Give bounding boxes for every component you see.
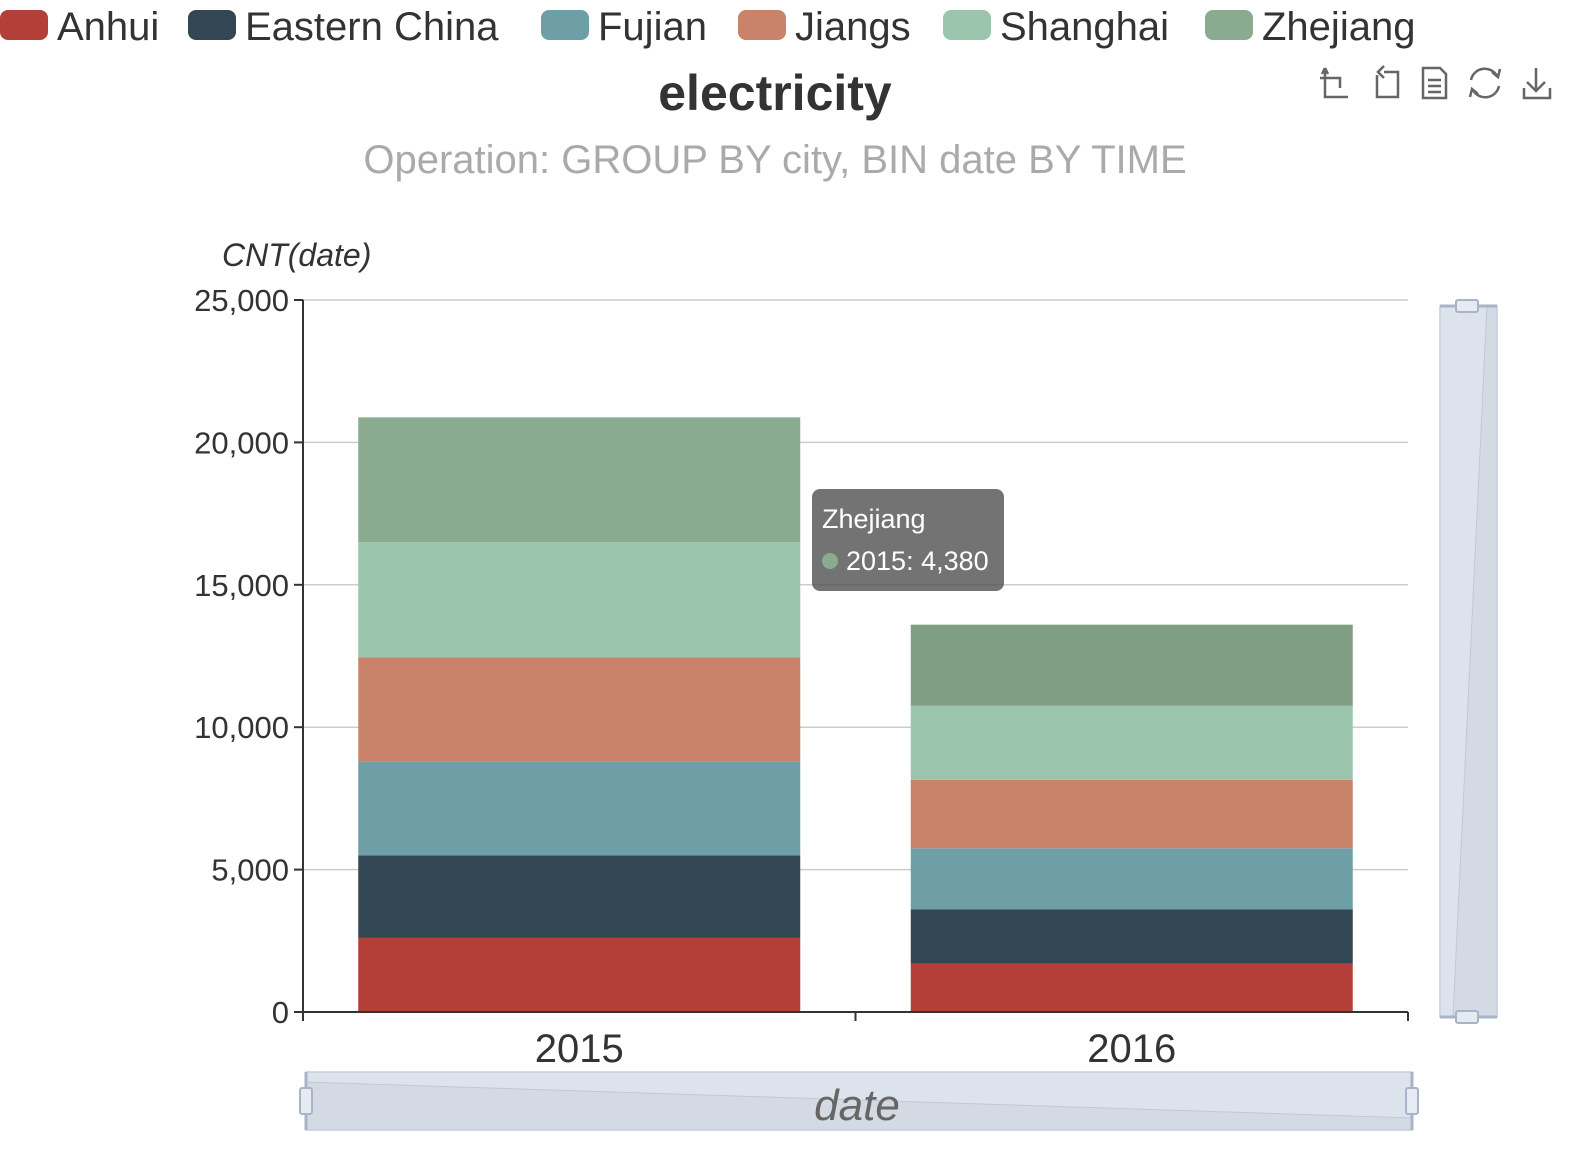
zoom-icon[interactable]: [1320, 67, 1348, 99]
bar-shanghai-2015[interactable]: [358, 542, 801, 658]
legend-label: Fujian: [598, 5, 707, 49]
horizontal-zoom-right-handle[interactable]: [1405, 1087, 1419, 1115]
data-view-icon[interactable]: [1421, 66, 1448, 100]
y-tick-label: 0: [272, 995, 289, 1030]
legend-swatch: [738, 10, 786, 40]
y-axis-label: CNT(date): [222, 237, 371, 273]
legend-swatch: [0, 10, 48, 40]
legend-item-eastern-china[interactable]: Eastern China: [188, 5, 499, 49]
legend-label: Eastern China: [245, 5, 499, 49]
legend-item-shanghai[interactable]: Shanghai: [943, 5, 1169, 49]
legend-swatch: [1205, 10, 1253, 40]
restore-icon[interactable]: [1468, 67, 1502, 99]
y-axis-ticks: 0 5,000 10,000 15,000 20,000 25,000: [194, 283, 303, 1030]
tooltip: Zhejiang 2015: 4,380: [812, 489, 1004, 591]
x-axis-ticks: 2015 2016: [302, 1012, 1409, 1071]
y-tick-label: 20,000: [194, 425, 289, 460]
vertical-zoom-bottom-handle[interactable]: [1455, 1010, 1479, 1024]
vertical-zoom-slider[interactable]: [1439, 299, 1498, 1024]
bar-shanghai-2016[interactable]: [910, 705, 1353, 780]
legend-swatch: [541, 10, 589, 40]
chart-title: electricity: [658, 65, 892, 121]
x-axis-label: date: [814, 1081, 900, 1130]
tooltip-series-dot: [822, 552, 838, 569]
legend: Anhui Eastern China Fujian Jiangs Shanghai Zh…: [0, 5, 1415, 49]
y-tick-label: 5,000: [211, 853, 289, 888]
bar-eastern-china-2015[interactable]: [358, 855, 801, 938]
zoom-reset-icon[interactable]: [1375, 65, 1400, 99]
bar-fujian-2016[interactable]: [910, 848, 1353, 910]
chart-subtitle: Operation: GROUP BY city, BIN date BY TI…: [363, 138, 1186, 182]
bar-anhui-2015[interactable]: [358, 937, 801, 1012]
legend-item-fujian[interactable]: Fujian: [541, 5, 707, 49]
horizontal-zoom-slider[interactable]: [299, 1071, 1419, 1131]
y-tick-label: 10,000: [194, 710, 289, 745]
tooltip-title: Zhejiang: [822, 504, 926, 534]
bar-zhejiang-2016[interactable]: [910, 624, 1353, 706]
legend-swatch: [188, 10, 236, 40]
legend-item-jiangs[interactable]: Jiangs: [738, 5, 911, 49]
y-tick-label: 25,000: [194, 283, 289, 318]
y-tick-label: 15,000: [194, 568, 289, 603]
bar-anhui-2016[interactable]: [910, 963, 1353, 1012]
legend-label: Jiangs: [795, 5, 911, 49]
legend-item-zhejiang[interactable]: Zhejiang: [1205, 5, 1415, 49]
bar-zhejiang-2015[interactable]: [358, 417, 801, 543]
legend-label: Zhejiang: [1262, 5, 1415, 49]
bar-eastern-china-2016[interactable]: [910, 909, 1353, 964]
legend-swatch: [943, 10, 991, 40]
save-image-icon[interactable]: [1522, 68, 1552, 100]
x-tick-label: 2016: [1087, 1027, 1176, 1071]
tooltip-row: 2015: 4,380: [822, 545, 994, 577]
tooltip-value: 2015: 4,380: [846, 546, 989, 576]
bar-jiangs-2015[interactable]: [358, 657, 801, 762]
toolbox: [1320, 65, 1552, 100]
bar-jiangs-2016[interactable]: [910, 779, 1353, 849]
bar-fujian-2015[interactable]: [358, 761, 801, 856]
legend-label: Anhui: [57, 5, 159, 49]
x-tick-label: 2015: [535, 1027, 624, 1071]
legend-label: Shanghai: [1000, 5, 1169, 49]
vertical-zoom-top-handle[interactable]: [1455, 299, 1479, 313]
bars: [358, 417, 1353, 1012]
legend-item-anhui[interactable]: Anhui: [0, 5, 159, 49]
horizontal-zoom-left-handle[interactable]: [299, 1087, 313, 1115]
